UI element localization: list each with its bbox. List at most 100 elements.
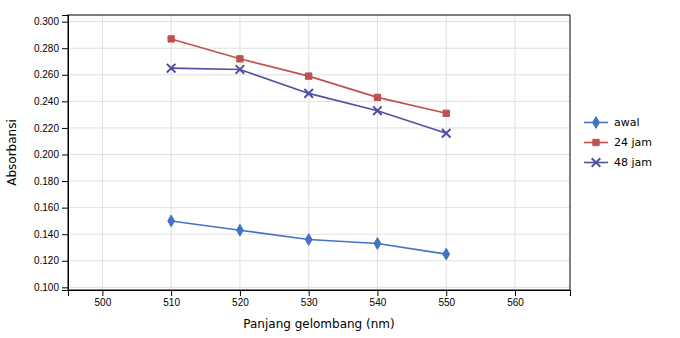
series [168, 36, 449, 117]
tick-label: 0.180 [34, 176, 59, 187]
series-line [171, 39, 446, 113]
marker [168, 215, 175, 227]
tick-mark [62, 48, 68, 49]
plot-frame [68, 15, 570, 290]
tick: 0.120 [34, 255, 68, 266]
tick-label: 560 [507, 297, 524, 308]
tick: 0.300 [34, 16, 68, 27]
legend-marker [592, 158, 601, 167]
grid-line [68, 21, 570, 22]
legend-item: 48 jam [584, 156, 652, 169]
marker [237, 224, 244, 236]
legend-label: awal [614, 116, 640, 129]
tick-mark [62, 75, 68, 76]
tick-label: 0.260 [34, 69, 59, 80]
tick-label: 0.220 [34, 123, 59, 134]
grid-line [68, 287, 570, 288]
tick: 520 [232, 290, 249, 308]
tick-mark [377, 290, 378, 296]
legend: awal 24 jam 48 jam [584, 116, 652, 169]
tick-label: 0.120 [34, 255, 59, 266]
legend-marker [593, 139, 599, 145]
tick-label: 0.140 [34, 229, 59, 240]
grid-line [68, 101, 570, 102]
tick-label: 0.280 [34, 43, 59, 54]
grid-line [68, 48, 570, 49]
marker [374, 238, 381, 250]
marker [374, 94, 380, 100]
grid-line [68, 127, 570, 128]
grid-line [68, 207, 570, 208]
tick-label: 0.100 [34, 282, 59, 293]
marker [237, 56, 243, 62]
chart: 500 510 520 530 540 550 560 0.100 0.120 0.140 0.16… [0, 0, 680, 338]
tick-label: 0.200 [34, 149, 59, 160]
marker [373, 106, 382, 115]
tick: 0.160 [34, 202, 68, 213]
tick-mark [62, 154, 68, 155]
x-axis-title: Panjang gelombang (nm) [243, 317, 394, 331]
tick-mark [62, 208, 68, 209]
tick-mark [62, 261, 68, 262]
tick-mark [446, 290, 447, 296]
tick-label: 550 [438, 297, 455, 308]
legend-label: 24 jam [614, 136, 652, 149]
tick-label: 510 [163, 297, 180, 308]
x-axis: 500 510 520 530 540 550 560 [69, 290, 571, 308]
marks [167, 36, 451, 260]
tick-mark [62, 181, 68, 182]
tick-mark [309, 290, 310, 296]
tick-mark [171, 290, 172, 296]
grid-line [68, 181, 570, 182]
plot: 500 510 520 530 540 550 560 0.100 0.120 0.140 0.16… [34, 15, 571, 308]
tick-label: 540 [370, 297, 387, 308]
y-axis-title: Absorbansi [5, 119, 19, 186]
tick-mark [240, 290, 241, 296]
legend-marker [593, 117, 600, 129]
grid-line [68, 260, 570, 261]
legend-item: awal [584, 116, 640, 129]
grid-line [68, 234, 570, 235]
axis-line [69, 291, 571, 297]
tick-label: 520 [232, 297, 249, 308]
tick-label: 500 [95, 297, 112, 308]
tick: 510 [163, 290, 180, 308]
tick-label: 0.240 [34, 96, 59, 107]
tick: 0.240 [34, 96, 68, 107]
tick-label: 530 [301, 297, 318, 308]
tick: 550 [438, 290, 455, 308]
tick-label: 0.160 [34, 202, 59, 213]
grid-line [514, 15, 515, 290]
series-line [171, 68, 446, 133]
series [168, 215, 450, 260]
legend-label: 48 jam [614, 156, 652, 169]
marker [168, 36, 174, 42]
grid-line [171, 15, 172, 290]
tick: 0.180 [34, 176, 68, 187]
tick: 500 [95, 290, 112, 308]
tick: 530 [301, 290, 318, 308]
series-line [171, 221, 446, 254]
tick: 540 [370, 290, 387, 308]
grid-line [102, 15, 103, 290]
grid-line [68, 154, 570, 155]
tick-mark [62, 234, 68, 235]
marker [236, 65, 245, 74]
tick: 0.280 [34, 43, 68, 54]
tick: 0.220 [34, 123, 68, 134]
marker [305, 234, 312, 246]
tick-mark [62, 128, 68, 129]
tick-mark [102, 290, 103, 296]
legend-item: 24 jam [584, 136, 652, 149]
grid-line [308, 15, 309, 290]
tick-mark [62, 287, 68, 288]
axis-line [62, 16, 69, 291]
marker [304, 89, 313, 98]
tick-mark [62, 101, 68, 102]
grid [68, 15, 570, 290]
tick-mark [515, 290, 516, 296]
tick-label: 0.300 [34, 16, 59, 27]
marker [306, 73, 312, 79]
tick: 0.200 [34, 149, 68, 160]
tick: 0.260 [34, 69, 68, 80]
